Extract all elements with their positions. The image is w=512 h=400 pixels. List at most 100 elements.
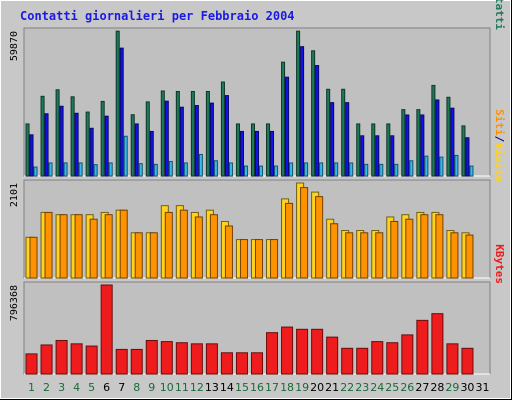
bar-contatti-day-6 [100, 100, 105, 177]
day-label-18: 18 [280, 381, 294, 394]
bar-kbytes-day-14 [220, 352, 233, 375]
bar-file-day-28 [435, 99, 440, 177]
panel-max-label: 796368 [9, 285, 20, 321]
bar-pagine-day-23 [364, 163, 369, 177]
bar-siti-day-16 [254, 239, 264, 279]
bar-file-day-20 [315, 65, 320, 177]
bar-siti-day-28 [435, 214, 444, 279]
bar-kbytes-day-2 [40, 344, 53, 375]
bar-kbytes-day-7 [115, 348, 128, 375]
bar-pagine-day-4 [78, 162, 83, 177]
series-label-part: Siti [493, 109, 506, 136]
bar-siti-day-25 [390, 220, 399, 279]
bar-pagine-day-30 [469, 165, 474, 177]
bar-file-day-9 [149, 130, 154, 177]
bar-pagine-day-5 [93, 164, 98, 177]
panel-3: 796368 KBytes [9, 244, 506, 375]
bar-file-day-4 [74, 112, 79, 177]
bar-contatti-day-18 [281, 61, 286, 177]
day-label-10: 10 [160, 381, 174, 394]
bar-contatti-day-5 [85, 111, 90, 177]
bar-contatti-day-3 [55, 89, 60, 177]
bar-file-day-18 [285, 76, 290, 177]
bar-file-day-3 [59, 105, 64, 177]
bar-siti-day-7 [119, 209, 128, 279]
bar-kbytes-day-21 [326, 336, 339, 375]
day-label-25: 25 [385, 381, 399, 394]
bar-pagine-day-26 [409, 160, 414, 177]
bar-kbytes-day-27 [416, 319, 429, 375]
bar-siti-day-4 [74, 214, 83, 279]
bar-kbytes-day-3 [55, 339, 68, 375]
bar-pagine-day-16 [258, 165, 264, 177]
day-label-8: 8 [133, 381, 140, 394]
bar-file-day-25 [390, 135, 395, 177]
bar-pagine-day-27 [424, 155, 429, 177]
bar-file-day-13 [209, 102, 214, 177]
bar-pagine-day-25 [394, 163, 399, 177]
bar-siti-day-26 [405, 218, 414, 279]
bar-contatti-day-11 [175, 90, 180, 177]
day-label-2: 2 [43, 381, 50, 394]
bar-siti-day-27 [420, 214, 429, 279]
bar-contatti-day-1 [25, 123, 30, 177]
bar-kbytes-day-5 [85, 345, 98, 375]
day-label-17: 17 [265, 381, 279, 394]
bar-kbytes-day-29 [446, 343, 459, 375]
bar-kbytes-day-15 [235, 352, 248, 375]
bar-contatti-day-27 [416, 109, 421, 177]
day-label-31: 31 [475, 381, 489, 394]
bar-file-day-29 [450, 107, 455, 177]
bar-contatti-day-12 [190, 90, 195, 177]
bar-contatti-day-4 [70, 96, 75, 177]
day-label-15: 15 [235, 381, 249, 394]
day-axis: 1 2 3 4 5 6 7 8 9 10 11 12 13 14 15 16 17 18 19 20 21 22 23 24 2… [28, 381, 489, 394]
bar-file-day-11 [179, 106, 184, 177]
bar-kbytes-day-9 [145, 339, 158, 375]
bar-file-day-2 [44, 113, 49, 177]
bar-contatti-day-29 [446, 96, 451, 177]
bar-siti-day-15 [239, 239, 248, 279]
bar-siti-day-13 [209, 214, 218, 279]
bar-kbytes-day-18 [281, 326, 294, 375]
bar-pagine-day-11 [183, 162, 188, 177]
panel-series-label: KBytes [493, 244, 506, 284]
bar-contatti-day-21 [326, 88, 331, 177]
bar-kbytes-day-22 [341, 347, 354, 375]
bar-siti-day-19 [300, 187, 309, 279]
bar-contatti-day-28 [431, 84, 436, 177]
bar-file-day-17 [270, 130, 275, 177]
bar-file-day-27 [420, 114, 425, 177]
bar-kbytes-day-26 [401, 334, 414, 375]
bar-kbytes-day-6 [100, 284, 113, 375]
bar-siti-day-18 [285, 202, 294, 279]
day-label-21: 21 [325, 381, 339, 394]
bar-contatti-day-25 [386, 123, 391, 177]
bar-kbytes-day-30 [461, 347, 474, 375]
series-label-part: / [493, 136, 506, 143]
bar-kbytes-day-23 [356, 347, 369, 375]
bar-pagine-day-19 [304, 162, 309, 177]
bar-siti-day-9 [149, 232, 158, 279]
bar-contatti-day-2 [40, 95, 45, 177]
bar-contatti-day-24 [371, 123, 376, 177]
bar-contatti-day-15 [235, 123, 240, 177]
bar-pagine-day-24 [379, 163, 384, 177]
bar-kbytes-day-19 [296, 328, 309, 375]
bar-kbytes-day-4 [70, 343, 83, 375]
bar-pagine-day-18 [289, 162, 294, 177]
bar-pagine-day-7 [123, 135, 128, 177]
bar-contatti-day-7 [115, 30, 120, 177]
panel-max-label: 59870 [9, 31, 20, 61]
day-label-16: 16 [250, 381, 264, 394]
bar-kbytes-day-16 [250, 352, 264, 375]
bar-pagine-day-12 [198, 153, 203, 177]
bar-contatti-day-26 [401, 109, 406, 177]
bar-file-day-14 [224, 95, 229, 177]
bar-kbytes-day-11 [175, 342, 188, 375]
bar-contatti-day-22 [341, 88, 346, 177]
bar-file-day-7 [119, 47, 124, 177]
bar-pagine-day-8 [138, 163, 143, 177]
bar-siti-day-14 [224, 225, 233, 279]
